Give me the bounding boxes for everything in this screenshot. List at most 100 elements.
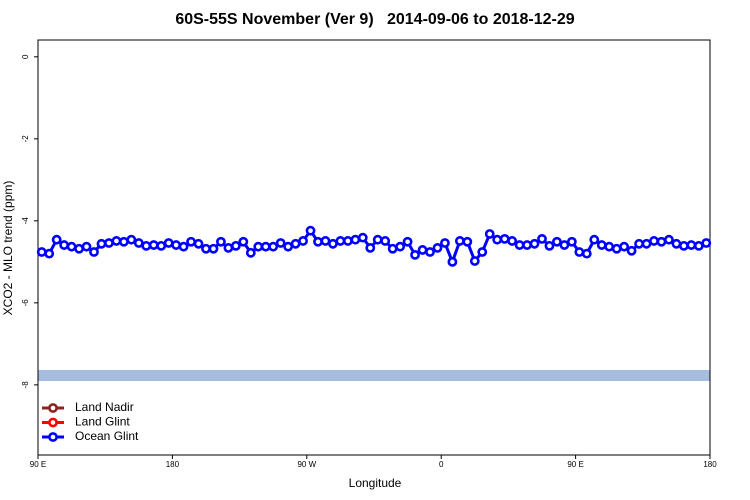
- point: [186, 236, 196, 247]
- point: [686, 240, 697, 250]
- point: [432, 243, 443, 253]
- point: [357, 232, 368, 243]
- point: [387, 243, 398, 254]
- point: [641, 238, 652, 249]
- point: [462, 236, 473, 247]
- point: [208, 243, 219, 254]
- y-tick-label: -6: [21, 299, 30, 307]
- y-tick-label: 0: [21, 54, 30, 59]
- point: [320, 236, 331, 246]
- point: [589, 234, 600, 245]
- x-tick-label: 90 E: [30, 460, 46, 469]
- legend-label: Land Nadir: [75, 400, 134, 414]
- point: [447, 256, 458, 267]
- point: [133, 238, 144, 248]
- legend-label: Land Glint: [75, 415, 130, 429]
- point: [649, 236, 659, 246]
- point: [305, 225, 316, 236]
- point: [141, 240, 152, 251]
- point: [611, 243, 622, 254]
- point: [178, 241, 189, 252]
- point: [440, 238, 450, 248]
- point: [298, 236, 308, 246]
- point: [634, 238, 644, 249]
- point: [484, 229, 495, 239]
- point: [619, 241, 630, 252]
- point: [126, 234, 137, 245]
- point: [148, 240, 159, 250]
- point: [44, 248, 55, 259]
- point: [313, 236, 323, 247]
- point: [425, 247, 435, 257]
- point: [552, 236, 562, 247]
- point: [111, 236, 122, 246]
- point: [260, 241, 271, 252]
- point: [477, 247, 488, 257]
- point: [290, 238, 301, 249]
- point: [36, 247, 47, 257]
- point: [365, 243, 376, 253]
- point: [507, 236, 518, 246]
- point: [118, 236, 129, 247]
- point: [671, 238, 682, 249]
- point: [559, 240, 570, 250]
- point: [96, 238, 107, 249]
- x-axis-label: Longitude: [349, 476, 402, 490]
- point: [268, 241, 279, 252]
- point: [678, 240, 689, 251]
- point: [522, 240, 532, 250]
- y-axis-label: XCO2 - MLO trend (ppm): [1, 181, 15, 316]
- point: [529, 238, 540, 249]
- point: [380, 236, 391, 246]
- point: [223, 243, 234, 253]
- point: [566, 236, 577, 247]
- chart-title: 60S-55S November (Ver 9) 2014-09-06 to 2…: [175, 11, 574, 28]
- coverage-band: [38, 370, 710, 381]
- point: [171, 240, 182, 250]
- point: [59, 240, 70, 250]
- point: [230, 240, 241, 251]
- point: [701, 238, 712, 248]
- point: [514, 240, 525, 250]
- point: [342, 236, 353, 246]
- y-tick-label: -8: [21, 381, 30, 389]
- y-tick-label: -2: [21, 135, 30, 143]
- point: [74, 243, 84, 254]
- point: [454, 236, 465, 246]
- point: [163, 238, 174, 248]
- point: [499, 233, 510, 244]
- point: [656, 236, 667, 247]
- point: [51, 234, 62, 245]
- x-tick-label: 180: [166, 460, 180, 469]
- point: [626, 245, 637, 256]
- point: [350, 234, 361, 245]
- point: [283, 241, 294, 252]
- x-tick-label: 90 E: [567, 460, 583, 469]
- x-tick-label: 0: [439, 460, 444, 469]
- point: [253, 241, 264, 252]
- point: [492, 234, 503, 245]
- point: [544, 240, 555, 251]
- point: [89, 247, 99, 257]
- point: [156, 240, 167, 251]
- point: [238, 236, 249, 247]
- point: [245, 247, 256, 258]
- point: [469, 256, 480, 266]
- point: [372, 234, 383, 245]
- y-tick-label: -4: [21, 217, 30, 225]
- point: [395, 241, 406, 252]
- point: [66, 241, 77, 252]
- point: [201, 243, 211, 254]
- legend-label: Ocean Glint: [75, 429, 139, 443]
- legend-marker: [48, 417, 58, 428]
- point: [216, 236, 226, 247]
- point: [275, 238, 286, 248]
- point: [693, 240, 704, 251]
- plot-frame: [37, 39, 711, 456]
- point: [417, 245, 428, 255]
- point: [335, 236, 346, 246]
- point: [328, 238, 338, 249]
- point: [410, 249, 420, 260]
- point: [104, 238, 114, 248]
